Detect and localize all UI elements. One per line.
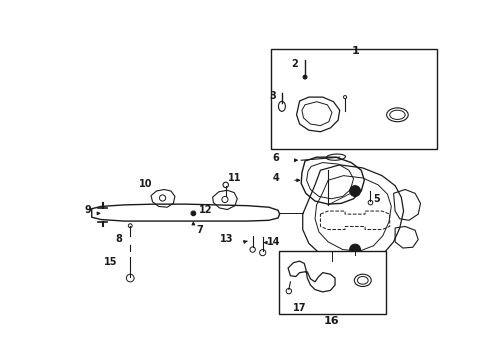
Text: 17: 17 [293,303,306,313]
Text: 13: 13 [220,234,233,244]
Text: 1: 1 [352,45,360,55]
Text: 4: 4 [273,173,280,183]
Text: 5: 5 [373,194,380,204]
Text: 9: 9 [84,205,91,215]
Bar [279,251,386,314]
Text: 7: 7 [196,225,203,235]
Circle shape [368,200,373,205]
Circle shape [126,274,134,282]
Circle shape [350,186,361,197]
Circle shape [160,195,166,201]
Circle shape [191,211,196,216]
Circle shape [250,247,255,252]
Text: 12: 12 [199,205,213,215]
Circle shape [343,95,346,99]
Ellipse shape [354,274,371,287]
Text: 3: 3 [269,91,276,101]
Ellipse shape [387,108,408,122]
Text: 10: 10 [139,180,152,189]
Text: 15: 15 [104,257,118,267]
Ellipse shape [357,276,368,284]
Ellipse shape [278,101,285,111]
Circle shape [128,224,132,228]
Ellipse shape [326,154,345,160]
Text: 8: 8 [116,234,122,244]
Text: 6: 6 [273,153,280,163]
Circle shape [286,288,292,294]
Text: 2: 2 [292,59,298,69]
Text: 16: 16 [324,316,340,326]
Ellipse shape [390,110,405,120]
Circle shape [303,75,307,79]
Circle shape [222,197,228,203]
Text: 14: 14 [268,237,281,247]
Bar [271,49,438,149]
Text: 11: 11 [228,173,242,183]
Circle shape [350,244,361,255]
Circle shape [223,182,228,188]
Circle shape [260,249,266,256]
